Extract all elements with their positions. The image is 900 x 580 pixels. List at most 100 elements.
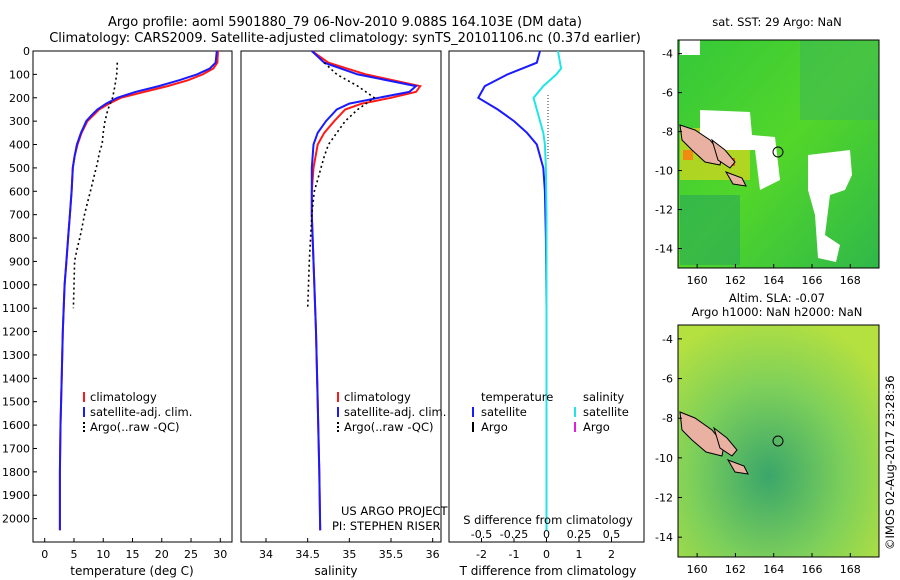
- salinity-series: [306, 50, 422, 531]
- legend-climatology-label: climatology: [90, 390, 157, 404]
- difference-legend: temperature satellite Argo salinity sate…: [472, 390, 629, 434]
- island-outline: [679, 411, 725, 457]
- sst-map-title: sat. SST: 29 Argo: NaN: [712, 15, 842, 29]
- salinity-legend: climatology satellite-adj. clim. Argo(..…: [337, 390, 446, 434]
- legend-sal-argo-label: Argo: [583, 420, 610, 434]
- lat-tick-label: -14: [655, 243, 673, 256]
- legend-argo-label: Argo(..raw -QC): [344, 420, 434, 434]
- x2-tick-label: 0.25: [567, 528, 592, 541]
- lat-tick-label: -12: [655, 204, 673, 217]
- island-outline: [679, 124, 723, 166]
- sst-hot-spot: [683, 150, 693, 160]
- salinity-xlabel: salinity: [314, 564, 357, 578]
- island-outline: [713, 426, 738, 457]
- sla-map-panel: Altim. SLA: -0.07 Argo h1000: NaN h2000:…: [655, 291, 880, 576]
- x2-tick-label: 0: [543, 528, 550, 541]
- argo-location-marker: [772, 146, 784, 158]
- sst-map-panel: sat. SST: 29 Argo: NaN 160 162 164 166 168 -4…: [655, 15, 880, 287]
- legend-satellite-label: satellite-adj. clim.: [90, 405, 192, 419]
- x-tick-label: 15: [126, 548, 140, 561]
- depth-tick-label: 100: [9, 68, 30, 81]
- series-line-satellite-adj-clim-: [58, 50, 218, 531]
- depth-tick-label: 1100: [2, 302, 30, 315]
- x-tick-label: 20: [155, 548, 169, 561]
- depth-tick-label: 500: [9, 162, 30, 175]
- x-tick-label: 2: [608, 548, 615, 561]
- salinity-x-axis: 34 34.5 35 35.5 36: [259, 538, 440, 561]
- legend-temp-satellite-label: satellite: [481, 405, 527, 419]
- x2-tick-label: -0.5: [471, 528, 492, 541]
- x-tick-label: 1: [576, 548, 583, 561]
- series-line-temperature-satellite: [476, 50, 548, 531]
- difference-x-axis: -2 -1 0 1 2 -0.5 -0.25 0 0.25 0.5: [471, 528, 620, 561]
- depth-axis: 0 100 200 300 400 500 600 700 800 900 1000 1100 1200…: [2, 45, 37, 526]
- sst-map-frame: [677, 39, 880, 269]
- sst-cool-patch: [800, 40, 879, 120]
- depth-tick-label: 400: [9, 139, 30, 152]
- title-line-2: Climatology: CARS2009. Satellite-adjuste…: [49, 31, 641, 46]
- depth-tick-label: 0: [23, 45, 30, 58]
- lon-tick-label: 164: [763, 274, 784, 287]
- lat-tick-label: -4: [662, 333, 673, 346]
- sla-map-title-2: Argo h1000: NaN h2000: NaN: [692, 305, 863, 319]
- x-tick-label: 35.5: [379, 548, 404, 561]
- project-annotation: US ARGO PROJECT: [341, 504, 449, 518]
- imos-watermark: ©IMOS 02-Aug-2017 23:28:36: [883, 375, 897, 550]
- temperature-series: [58, 50, 219, 531]
- salinity-panel: 34 34.5 35 35.5 36 salinity climatology sate…: [240, 50, 449, 578]
- depth-tick-label: 600: [9, 185, 30, 198]
- lat-tick-label: -10: [655, 452, 673, 465]
- difference-series: [476, 50, 563, 531]
- x-tick-label: 0: [41, 548, 48, 561]
- sla-map-frame: [677, 324, 880, 558]
- temperature-legend: climatology satellite-adj. clim. Argo(..…: [83, 390, 192, 434]
- depth-tick-label: 200: [9, 92, 30, 105]
- x-tick-label: 34.5: [295, 548, 320, 561]
- temperature-panel: 0100200300400500600700800900100011001200…: [2, 45, 233, 578]
- sst-map-axes: 160 162 164 166 168 -4 -6 -8 -10 -12 -14: [655, 48, 861, 287]
- s-difference-label: S difference from climatology: [463, 513, 633, 527]
- x-tick-label: 5: [70, 548, 77, 561]
- lat-tick-label: -10: [655, 165, 673, 178]
- depth-tick-label: 1600: [2, 419, 30, 432]
- lat-tick-label: -6: [662, 87, 673, 100]
- lon-tick-label: 166: [802, 563, 823, 576]
- sst-missing-data: [680, 40, 700, 55]
- lon-tick-label: 166: [802, 274, 823, 287]
- depth-tick-label: 700: [9, 209, 30, 222]
- t-difference-label: T difference from climatology: [459, 564, 637, 578]
- lon-tick-label: 164: [763, 563, 784, 576]
- island-outline: [711, 138, 736, 169]
- series-line-climatology: [58, 50, 219, 531]
- depth-tick-label: 1500: [2, 396, 30, 409]
- depth-tick-label: 300: [9, 115, 30, 128]
- legend-sal-satellite-label: satellite: [583, 405, 629, 419]
- depth-tick-label: 900: [9, 255, 30, 268]
- depth-tick-label: 1200: [2, 326, 30, 339]
- depth-tick-label: 1400: [2, 372, 30, 385]
- lon-tick-label: 162: [725, 274, 746, 287]
- depth-tick-label: 1900: [2, 489, 30, 502]
- series-line-salinity-satellite: [532, 50, 563, 531]
- lon-tick-label: 168: [840, 563, 861, 576]
- x-tick-label: 25: [184, 548, 198, 561]
- title-line-1: Argo profile: aoml 5901880_79 06-Nov-201…: [108, 15, 582, 30]
- x-tick-label: 10: [96, 548, 110, 561]
- sst-missing-data: [808, 150, 852, 262]
- depth-tick-label: 1000: [2, 279, 30, 292]
- sla-map-title-1: Altim. SLA: -0.07: [729, 291, 825, 305]
- difference-panel: -2 -1 0 1 2 -0.5 -0.25 0 0.25 0.5 S difference fr…: [448, 50, 645, 578]
- legend-argo-label: Argo(..raw -QC): [90, 420, 180, 434]
- sst-cool-patch: [680, 195, 740, 265]
- legend-temperature-heading: temperature: [481, 390, 553, 404]
- x-tick-label: 36: [426, 548, 440, 561]
- x-tick-label: 0: [543, 548, 550, 561]
- x-tick-label: -2: [476, 548, 487, 561]
- temperature-xlabel: temperature (deg C): [70, 564, 193, 578]
- sst-missing-data: [700, 110, 780, 190]
- x-tick-label: -1: [509, 548, 520, 561]
- depth-tick-label: 800: [9, 232, 30, 245]
- lat-tick-label: -12: [655, 492, 673, 505]
- series-line-climatology: [310, 50, 422, 531]
